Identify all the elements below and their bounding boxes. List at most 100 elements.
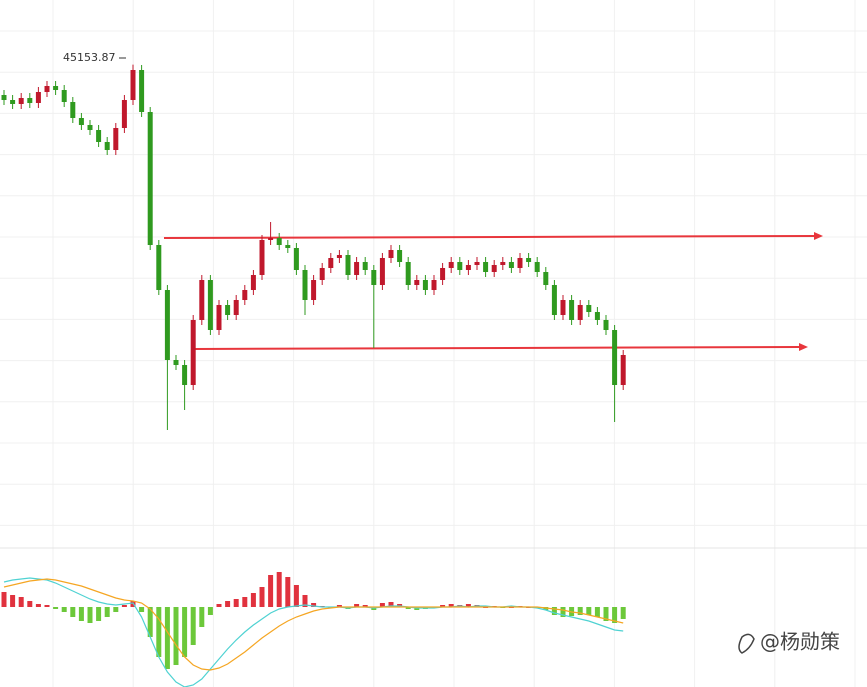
- candle-body: [311, 280, 317, 300]
- candle-body: [233, 300, 239, 315]
- candle-body: [620, 355, 626, 385]
- macd-bar: [603, 607, 609, 621]
- candle-body: [603, 320, 609, 330]
- candle-body: [104, 142, 110, 150]
- macd-bar: [182, 607, 188, 657]
- candle-body: [422, 280, 428, 290]
- candle-body: [216, 305, 222, 330]
- candle-body: [27, 98, 33, 103]
- candle-body: [379, 258, 385, 285]
- macd-bar: [190, 607, 196, 645]
- candle-body: [164, 290, 170, 360]
- candle-body: [242, 290, 248, 300]
- candle-body: [156, 245, 162, 290]
- macd-bar: [156, 607, 162, 657]
- macd-bar: [465, 604, 471, 607]
- candle-body: [345, 255, 351, 275]
- macd-bar: [173, 607, 179, 665]
- candle-body: [250, 275, 256, 290]
- candle-body: [534, 262, 540, 272]
- macd-bar: [276, 572, 282, 607]
- candle-body: [354, 262, 360, 275]
- macd-bar: [560, 607, 566, 617]
- macd-bar: [121, 605, 127, 607]
- candle-body: [586, 305, 592, 312]
- candle-body: [35, 92, 41, 103]
- candle-body: [78, 118, 84, 125]
- candle-body: [500, 262, 506, 265]
- candle-body: [577, 305, 583, 320]
- macd-bar: [259, 587, 265, 607]
- macd-bar: [35, 604, 41, 607]
- candle-body: [526, 258, 532, 262]
- candle-body: [53, 86, 59, 90]
- candle-body: [113, 128, 119, 150]
- macd-bar: [78, 607, 84, 621]
- candle-body: [612, 330, 618, 385]
- macd-bar: [250, 593, 256, 607]
- arrow-head: [799, 343, 808, 351]
- candle-body: [44, 86, 50, 92]
- macd-bar: [225, 601, 231, 607]
- candle-body: [285, 245, 291, 248]
- macd-bar: [53, 607, 59, 609]
- candle-body: [371, 270, 377, 285]
- candle-body: [508, 262, 514, 268]
- macd-line: [3, 578, 624, 671]
- watermark: @杨勋策: [760, 630, 840, 654]
- macd-bar: [199, 607, 205, 627]
- candle-body: [302, 270, 308, 300]
- macd-bar: [113, 607, 119, 612]
- macd-bar: [354, 604, 360, 607]
- candle-body: [431, 280, 437, 290]
- candle-body: [362, 262, 368, 270]
- candle-body: [121, 100, 127, 128]
- macd-bar: [1, 592, 7, 607]
- macd-bar: [405, 607, 411, 609]
- macd-bar: [61, 607, 67, 612]
- candle-body: [293, 248, 299, 270]
- macd-bar: [233, 599, 239, 607]
- candle-body: [276, 238, 282, 245]
- candle-body: [190, 320, 196, 385]
- candle-body: [130, 70, 136, 100]
- arrow-head: [814, 232, 823, 240]
- macd-bar: [87, 607, 93, 623]
- macd-bar: [44, 605, 50, 607]
- macd-bar: [362, 605, 368, 607]
- macd-bar: [207, 607, 213, 615]
- candle-body: [182, 365, 188, 385]
- candle-body: [10, 100, 16, 104]
- macd-bar: [448, 604, 454, 607]
- candle-body: [268, 238, 274, 240]
- macd-bar: [551, 607, 557, 615]
- macd-bar: [27, 601, 33, 607]
- candle-body: [336, 255, 342, 258]
- macd-bar: [612, 607, 618, 623]
- candle-body: [594, 312, 600, 320]
- macd-bar: [10, 595, 16, 607]
- candle-body: [225, 305, 231, 315]
- macd-bar: [18, 597, 24, 607]
- candle-body: [440, 268, 446, 280]
- candle-body: [1, 95, 7, 100]
- candle-body: [207, 280, 213, 330]
- candle-body: [147, 112, 153, 245]
- macd-bar: [379, 603, 385, 607]
- macd-bar: [242, 597, 248, 607]
- candle-body: [18, 98, 24, 104]
- macd-bar: [293, 585, 299, 607]
- price-label: 45153.87: [63, 51, 116, 64]
- macd-bar: [147, 607, 153, 637]
- macd-bar: [302, 595, 308, 607]
- candle-body: [388, 250, 394, 258]
- candle-body: [569, 300, 575, 320]
- candle-body: [87, 125, 93, 130]
- macd-bar: [620, 607, 626, 619]
- candle-body: [483, 262, 489, 272]
- candle-body: [173, 360, 179, 365]
- candle-body: [517, 258, 523, 268]
- candle-body: [551, 285, 557, 315]
